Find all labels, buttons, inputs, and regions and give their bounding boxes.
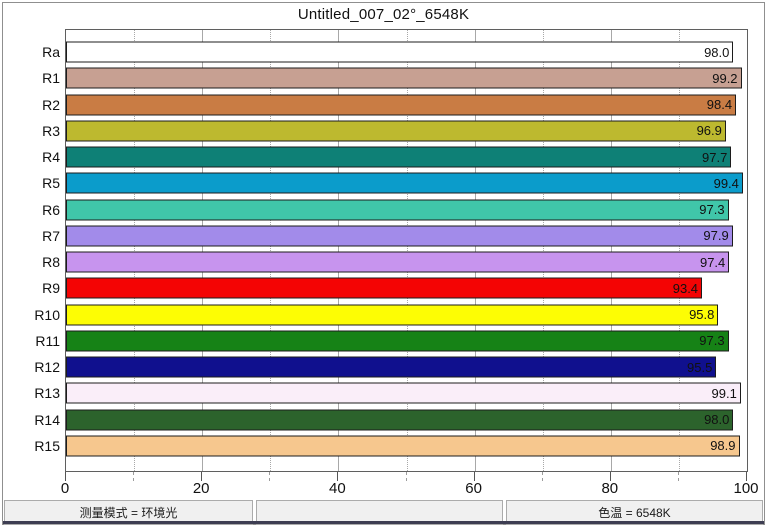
x-tick-major (65, 472, 66, 481)
category-label: R15 (34, 437, 60, 454)
x-tick-minor (677, 472, 679, 481)
value-label: 97.4 (699, 254, 726, 270)
gridline-minor (542, 30, 544, 471)
x-tick-label: 100 (733, 480, 759, 497)
gridline-minor (678, 30, 680, 471)
category-label: R1 (42, 70, 60, 87)
bar-ra: 98.0 (66, 41, 734, 63)
x-tick-minor (269, 472, 271, 481)
x-tick-major (201, 472, 203, 481)
value-label: 99.2 (712, 70, 738, 86)
category-label: R5 (42, 175, 60, 192)
x-tick-label: 0 (60, 480, 70, 497)
category-label: R11 (35, 332, 60, 349)
x-tick-minor (541, 472, 543, 481)
bar-r9: 93.4 (66, 277, 703, 299)
value-label: 97.3 (699, 333, 725, 349)
gridline-major (338, 30, 340, 471)
bar-row: R9 93.4 (42, 275, 747, 301)
bar-r12: 95.5 (66, 356, 717, 378)
bar-r2: 98.4 (66, 94, 737, 116)
value-label: 98.9 (710, 438, 736, 454)
value-label: 96.9 (696, 123, 722, 139)
x-tick-major (746, 472, 747, 481)
value-label: 98.0 (704, 44, 730, 60)
bar-row: R10 95.8 (34, 302, 747, 328)
bar-row: R6 97.3 (42, 197, 747, 223)
bar-row: R7 97.9 (42, 223, 747, 249)
bar-row: R15 98.9 (34, 433, 747, 459)
bar-r8: 97.4 (66, 251, 730, 273)
value-label: 97.9 (703, 228, 729, 244)
bar-r13: 99.1 (66, 382, 741, 404)
bar-row: R5 99.4 (42, 170, 747, 196)
gridline-major (474, 30, 476, 471)
bar-r5: 99.4 (66, 172, 743, 194)
status-cell-empty (256, 500, 503, 525)
category-label: R8 (42, 254, 60, 271)
category-label: R7 (42, 227, 60, 244)
status-cell-color-temperature: 色温 = 6548K (506, 500, 763, 525)
x-tick-minor (405, 472, 407, 481)
bar-r15: 98.9 (66, 435, 740, 457)
x-tick-major (337, 472, 339, 481)
bar-r10: 95.8 (66, 304, 719, 326)
category-label: R12 (34, 359, 60, 376)
bar-r11: 97.3 (66, 330, 729, 352)
x-tick-label: 40 (329, 480, 346, 497)
x-tick-minor (133, 472, 135, 481)
status-bar: 测量模式 = 环境光 色温 = 6548K (4, 500, 763, 525)
value-label: 99.1 (711, 385, 737, 401)
value-label: 98.0 (704, 412, 730, 428)
category-label: R9 (42, 280, 60, 297)
gridline-minor (406, 30, 408, 471)
gridline-major (610, 30, 612, 471)
bar-r6: 97.3 (66, 199, 729, 221)
value-label: 99.4 (713, 175, 739, 191)
category-label: R10 (34, 306, 60, 323)
x-tick-major (473, 472, 475, 481)
x-tick-label: 20 (192, 480, 210, 497)
window-bottom-edge (3, 521, 764, 524)
bar-row: R12 95.5 (34, 354, 747, 380)
category-label: R3 (42, 122, 60, 139)
bar-r1: 99.2 (66, 67, 742, 89)
bar-row: R8 97.4 (42, 249, 747, 275)
status-cell-measure-mode: 测量模式 = 环境光 (4, 500, 253, 525)
value-label: 93.4 (672, 280, 699, 296)
bar-row: R3 96.9 (42, 118, 747, 144)
bar-row: R1 99.2 (42, 65, 747, 91)
category-label: R14 (34, 411, 60, 428)
gridline-major (202, 30, 204, 471)
bar-row: R11 97.3 (35, 328, 747, 354)
value-label: 97.3 (699, 202, 725, 218)
bar-row: R2 98.4 (42, 92, 747, 118)
category-label: Ra (42, 44, 60, 61)
bar-row: R4 97.7 (42, 144, 747, 170)
category-label: R4 (42, 149, 60, 166)
x-tick-label: 60 (465, 480, 482, 497)
value-label: 97.7 (702, 149, 728, 165)
gridline-minor (134, 30, 136, 471)
value-label: 95.5 (687, 359, 713, 375)
x-tick-major (609, 472, 611, 481)
x-tick-label: 80 (601, 480, 619, 497)
category-label: R2 (42, 96, 60, 113)
bar-r7: 97.9 (66, 225, 733, 247)
category-label: R13 (34, 385, 60, 402)
bar-row: Ra 98.0 (42, 39, 747, 65)
plot-area: Ra 98.0 R1 99.2 R2 98.4 R3 96.9 R4 97.7 R5 99.4 R6 97… (34, 29, 748, 472)
bar-rows: Ra 98.0 R1 99.2 R2 98.4 R3 96.9 R4 97.7 R5 99.4 R6 97… (34, 30, 747, 471)
chart-title: Untitled_007_02°_6548K (297, 6, 470, 23)
bar-row: R14 98.0 (34, 407, 747, 433)
value-label: 95.8 (689, 307, 715, 323)
bar-r3: 96.9 (66, 120, 726, 142)
bar-r4: 97.7 (66, 146, 732, 168)
category-label: R6 (42, 201, 60, 218)
bar-row: R13 99.1 (34, 380, 747, 406)
bar-r14: 98.0 (66, 409, 734, 431)
value-label: 98.4 (706, 97, 733, 113)
gridline-minor (270, 30, 272, 471)
